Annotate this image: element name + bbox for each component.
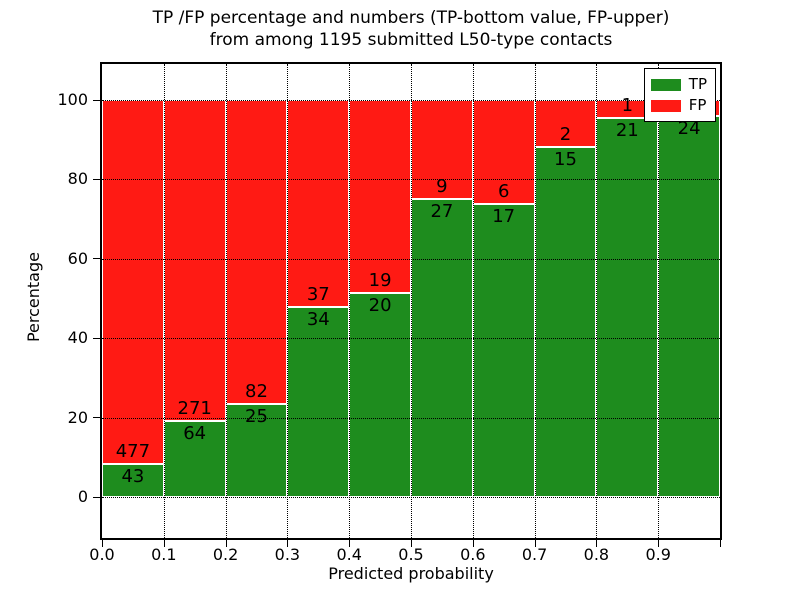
bar-count-label-tp: 43 [121, 466, 145, 488]
bar-count-label-fp: 271 [177, 398, 212, 420]
plot-area: 477 271 82 37 19 9 6 2 1 43 64 25 34 20 27 17 15 21 24 TP F… [100, 62, 722, 540]
x-tick-mark [225, 540, 227, 547]
bar-count-label-fp: 477 [115, 441, 151, 463]
y-tick-mark [93, 178, 100, 180]
bar-segment-fp [163, 100, 226, 422]
legend-entry: TP [650, 74, 707, 95]
x-tick-mark [287, 540, 289, 547]
bar-count-label-fp: 1 [621, 95, 634, 117]
x-axis-label: Predicted probability [328, 564, 494, 583]
x-tick-mark [658, 540, 660, 547]
v-gridline [411, 64, 412, 538]
x-tick-label: 0.6 [460, 545, 486, 564]
bar-segment-fp [349, 100, 411, 294]
bar-segment-tp [472, 203, 535, 497]
bar-count-label-tp: 20 [368, 295, 392, 317]
legend-entry-label: TP [688, 75, 707, 93]
v-gridline [287, 64, 289, 538]
bar-count-label-fp: 2 [559, 123, 572, 145]
bar-count-label-fp: 6 [497, 180, 510, 202]
y-axis-label: Percentage [24, 252, 43, 343]
x-tick-mark [102, 540, 103, 547]
y-tick-label: 60 [67, 248, 88, 268]
v-gridline [349, 64, 351, 538]
y-tick-label: 80 [67, 169, 88, 189]
v-gridline [596, 64, 598, 538]
x-tick-mark [411, 540, 412, 547]
bar-segment-fp [102, 100, 164, 465]
bar-segment-fp [225, 100, 288, 405]
x-tick-label: 0.3 [274, 545, 301, 564]
x-tick-label: 0.1 [151, 545, 177, 564]
bar-segment-tp [225, 404, 288, 497]
bar-count-label-fp: 37 [306, 283, 330, 305]
v-gridline [163, 64, 165, 538]
bar-segment-tp [163, 421, 226, 497]
bar-segment-tp [596, 118, 659, 497]
y-tick-mark [93, 258, 100, 260]
x-tick-label: 0.9 [645, 545, 671, 564]
x-tick-label: 0.2 [212, 545, 239, 564]
x-tick-mark [349, 540, 351, 547]
bar-count-label-tp: 17 [492, 205, 516, 227]
bar-count-label-tp: 25 [245, 406, 268, 428]
bar-count-label-fp: 9 [436, 176, 448, 198]
x-tick-label: 0.7 [521, 545, 548, 564]
bar-count-label-fp: 19 [368, 270, 392, 292]
x-tick-label: 0.5 [398, 545, 424, 564]
y-tick-mark [93, 496, 100, 498]
y-tick-label: 0 [77, 487, 88, 506]
chart-title-line2: from among 1195 submitted L50-type conta… [209, 30, 613, 50]
x-tick-mark [534, 540, 536, 547]
legend: TP FP [643, 68, 716, 122]
x-tick-mark [163, 540, 165, 547]
y-tick-mark [93, 99, 100, 101]
bar-count-label-tp: 21 [615, 120, 639, 142]
bar-count-label-tp: 27 [430, 201, 454, 223]
bar-segment-tp [534, 146, 597, 497]
legend-entry-label: FP [688, 96, 707, 114]
x-tick-label: 0.0 [89, 545, 115, 564]
tp-swatch-icon [650, 78, 681, 91]
y-tick-label: 100 [57, 90, 88, 109]
y-tick-label: 20 [67, 407, 88, 427]
bar-count-label-tp: 15 [554, 148, 577, 170]
v-gridline [472, 64, 474, 538]
bar-segment-tp [349, 293, 411, 497]
v-gridline [658, 64, 660, 538]
x-tick-mark [596, 540, 598, 547]
x-tick-mark [720, 540, 721, 547]
fp-swatch-icon [650, 99, 681, 112]
y-tick-label: 40 [67, 328, 88, 348]
bar-segment-fp [411, 100, 473, 200]
v-gridline [534, 64, 536, 538]
bar-segment-tp [658, 115, 720, 497]
bar-segment-fp [287, 100, 350, 307]
bar-count-label-tp: 64 [183, 423, 207, 445]
legend-entry: FP [650, 95, 707, 116]
x-tick-label: 0.8 [583, 545, 610, 564]
chart-title-line1: TP /FP percentage and numbers (TP-bottom… [152, 8, 670, 28]
x-tick-label: 0.4 [336, 545, 362, 564]
bar-segment-tp [102, 464, 164, 497]
x-tick-mark [472, 540, 474, 547]
y-tick-mark [93, 417, 100, 419]
bar-count-label-fp: 82 [245, 381, 268, 403]
bar-segment-tp [411, 199, 473, 497]
bar-count-label-tp: 34 [306, 308, 330, 330]
bar-segment-tp [287, 306, 350, 497]
y-tick-mark [93, 337, 100, 339]
v-gridline [225, 64, 227, 538]
bar-count-label-tp: 24 [677, 117, 701, 139]
